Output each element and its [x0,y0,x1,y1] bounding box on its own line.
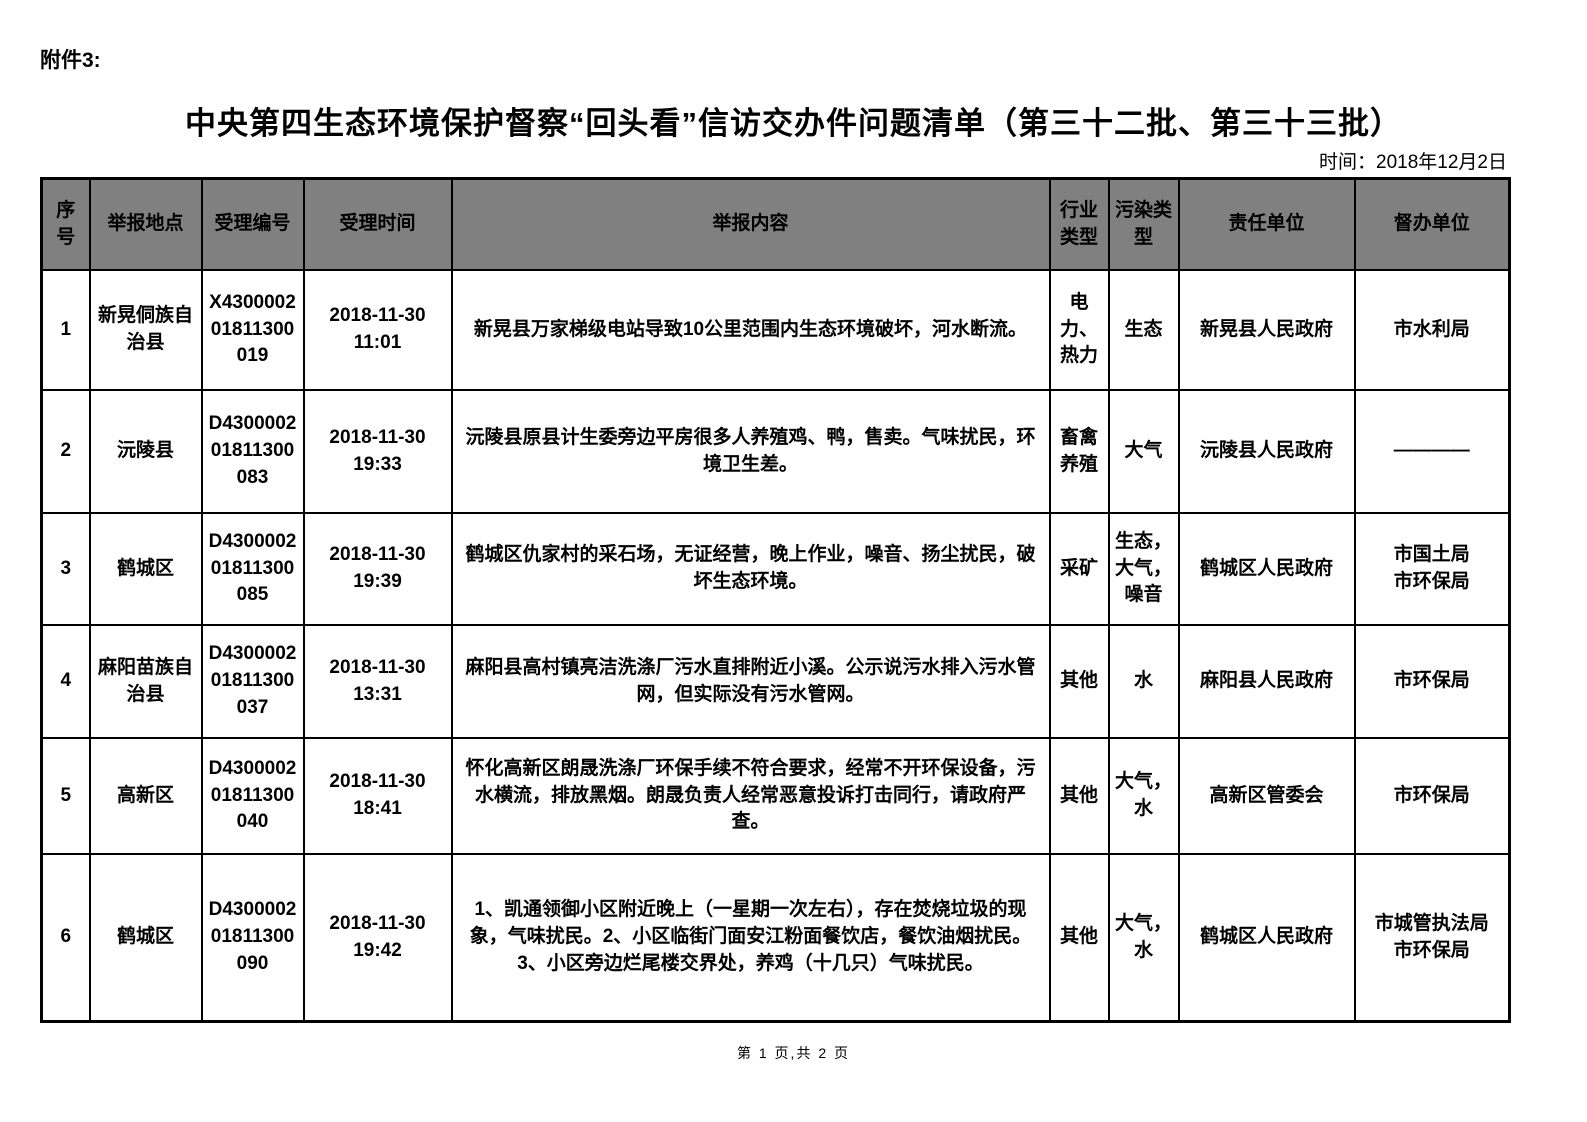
cell-seq: 4 [40,624,91,739]
cell-accept-time: 2018-11-30 19:42 [302,853,453,1023]
cell-pollution: 大气， 水 [1107,853,1180,1023]
header-case-no: 受理编号 [200,177,305,271]
cell-accept-time: 2018-11-30 18:41 [302,737,453,855]
cell-accept-time: 2018-11-30 19:39 [302,512,453,626]
table-row: 6 鹤城区 D430000201811300090 2018-11-30 19:… [40,853,1511,1023]
cell-supervising-unit: 市环保局 [1353,737,1511,855]
cell-accept-time: 2018-11-30 11:01 [302,269,453,391]
cell-supervising-unit: ———— [1353,389,1511,514]
cell-case-no: D430000201811300037 [200,624,305,739]
cell-responsible-unit: 鹤城区人民政府 [1177,512,1356,626]
cell-responsible-unit: 鹤城区人民政府 [1177,853,1356,1023]
cell-seq: 3 [40,512,91,626]
cell-content: 新晃县万家梯级电站导致10公里范围内生态环境破坏，河水断流。 [450,269,1051,391]
cell-pollution: 大气， 水 [1107,737,1180,855]
table-row: 5 高新区 D430000201811300040 2018-11-30 18:… [40,737,1511,855]
cell-seq: 2 [40,389,91,514]
header-row: 序号 举报地点 受理编号 受理时间 举报内容 行业类型 污染类型 责任单位 督办… [40,177,1511,271]
cell-location: 鹤城区 [88,512,203,626]
cell-location: 麻阳苗族自治县 [88,624,203,739]
cell-pollution: 生态， 大气， 噪音 [1107,512,1180,626]
header-location: 举报地点 [88,177,203,271]
cell-responsible-unit: 沅陵县人民政府 [1177,389,1356,514]
cell-accept-time: 2018-11-30 19:33 [302,389,453,514]
header-seq: 序号 [40,177,91,271]
header-industry: 行业类型 [1048,177,1110,271]
cell-case-no: D430000201811300090 [200,853,305,1023]
cell-industry: 其他 [1048,853,1110,1023]
cell-content: 鹤城区仇家村的采石场，无证经营，晚上作业，噪音、扬尘扰民，破坏生态环境。 [450,512,1051,626]
cell-pollution: 生态 [1107,269,1180,391]
table-row: 4 麻阳苗族自治县 D430000201811300037 2018-11-30… [40,624,1511,739]
cell-location: 新晃侗族自治县 [88,269,203,391]
table-row: 1 新晃侗族自治县 X430000201811300019 2018-11-30… [40,269,1511,391]
cell-industry: 电力、热力 [1048,269,1110,391]
cell-content: 麻阳县高村镇亮洁洗涤厂污水直排附近小溪。公示说污水排入污水管网，但实际没有污水管… [450,624,1051,739]
cell-responsible-unit: 麻阳县人民政府 [1177,624,1356,739]
cell-location: 鹤城区 [88,853,203,1023]
cell-location: 沅陵县 [88,389,203,514]
cell-content: 沅陵县原县计生委旁边平房很多人养殖鸡、鸭，售卖。气味扰民，环境卫生差。 [450,389,1051,514]
cell-industry: 畜禽养殖 [1048,389,1110,514]
cell-industry: 其他 [1048,624,1110,739]
table-row: 3 鹤城区 D430000201811300085 2018-11-30 19:… [40,512,1511,626]
cell-pollution: 大气 [1107,389,1180,514]
cell-supervising-unit: 市国土局 市环保局 [1353,512,1511,626]
complaints-table: 序号 举报地点 受理编号 受理时间 举报内容 行业类型 污染类型 责任单位 督办… [40,177,1511,1023]
cell-seq: 5 [40,737,91,855]
cell-content: 怀化高新区朗晟洗涤厂环保手续不符合要求，经常不开环保设备，污水横流，排放黑烟。朗… [450,737,1051,855]
cell-responsible-unit: 新晃县人民政府 [1177,269,1356,391]
attachment-label: 附件3: [40,49,101,72]
cell-supervising-unit: 市城管执法局 市环保局 [1353,853,1511,1023]
header-responsible-unit: 责任单位 [1177,177,1356,271]
cell-supervising-unit: 市环保局 [1353,624,1511,739]
header-supervising-unit: 督办单位 [1353,177,1511,271]
cell-location: 高新区 [88,737,203,855]
cell-industry: 其他 [1048,737,1110,855]
cell-supervising-unit: 市水利局 [1353,269,1511,391]
header-pollution: 污染类型 [1107,177,1180,271]
cell-seq: 1 [40,269,91,391]
date-label: 时间：2018年12月2日 [1319,152,1507,173]
table-row: 2 沅陵县 D430000201811300083 2018-11-30 19:… [40,389,1511,514]
cell-case-no: D430000201811300085 [200,512,305,626]
cell-case-no: X430000201811300019 [200,269,305,391]
cell-pollution: 水 [1107,624,1180,739]
cell-accept-time: 2018-11-30 13:31 [302,624,453,739]
page-number: 第 1 页,共 2 页 [736,1045,851,1061]
cell-industry: 采矿 [1048,512,1110,626]
cell-content: 1、凯通领御小区附近晚上（一星期一次左右），存在焚烧垃圾的现象，气味扰民。2、小… [450,853,1051,1023]
cell-case-no: D430000201811300040 [200,737,305,855]
page-title: 中央第四生态环境保护督察“回头看”信访交办件问题清单（第三十二批、第三十三批） [185,106,1402,141]
header-content: 举报内容 [450,177,1051,271]
cell-seq: 6 [40,853,91,1023]
cell-case-no: D430000201811300083 [200,389,305,514]
cell-responsible-unit: 高新区管委会 [1177,737,1356,855]
header-accept-time: 受理时间 [302,177,453,271]
